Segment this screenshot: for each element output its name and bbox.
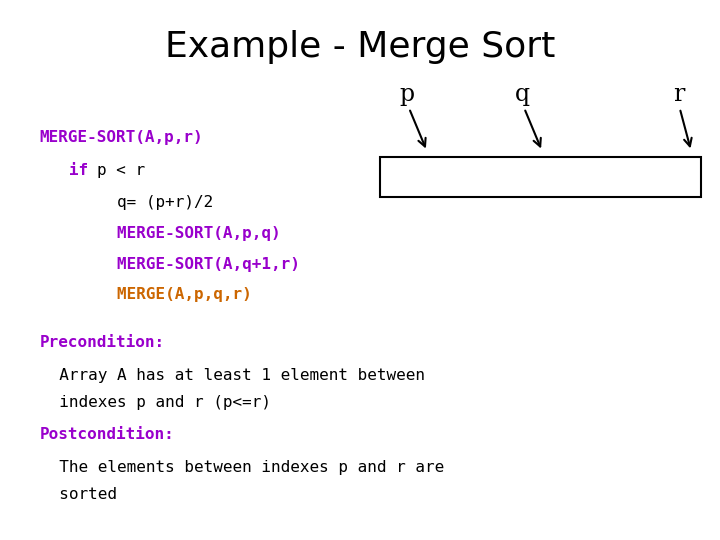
Text: if: if — [40, 163, 97, 178]
Text: MERGE-SORT(A,p,q): MERGE-SORT(A,p,q) — [40, 226, 280, 241]
Text: p: p — [400, 83, 415, 106]
Text: MERGE-SORT(A,p,r): MERGE-SORT(A,p,r) — [40, 130, 203, 145]
Text: p < r: p < r — [97, 163, 145, 178]
Bar — [380, 157, 701, 197]
Text: q= (p+r)/2: q= (p+r)/2 — [40, 195, 213, 210]
Text: Precondition:: Precondition: — [40, 335, 165, 350]
Text: q: q — [515, 83, 530, 106]
Text: indexes p and r (p<=r): indexes p and r (p<=r) — [40, 395, 271, 410]
Text: r: r — [673, 83, 685, 106]
Text: Example - Merge Sort: Example - Merge Sort — [165, 30, 555, 64]
Text: MERGE-SORT(A,q+1,r): MERGE-SORT(A,q+1,r) — [40, 256, 300, 272]
Text: MERGE(A,p,q,r): MERGE(A,p,q,r) — [40, 287, 251, 302]
Text: The elements between indexes p and r are: The elements between indexes p and r are — [40, 460, 444, 475]
Text: sorted: sorted — [40, 487, 117, 502]
Text: Postcondition:: Postcondition: — [40, 427, 174, 442]
Text: Array A has at least 1 element between: Array A has at least 1 element between — [40, 368, 425, 383]
